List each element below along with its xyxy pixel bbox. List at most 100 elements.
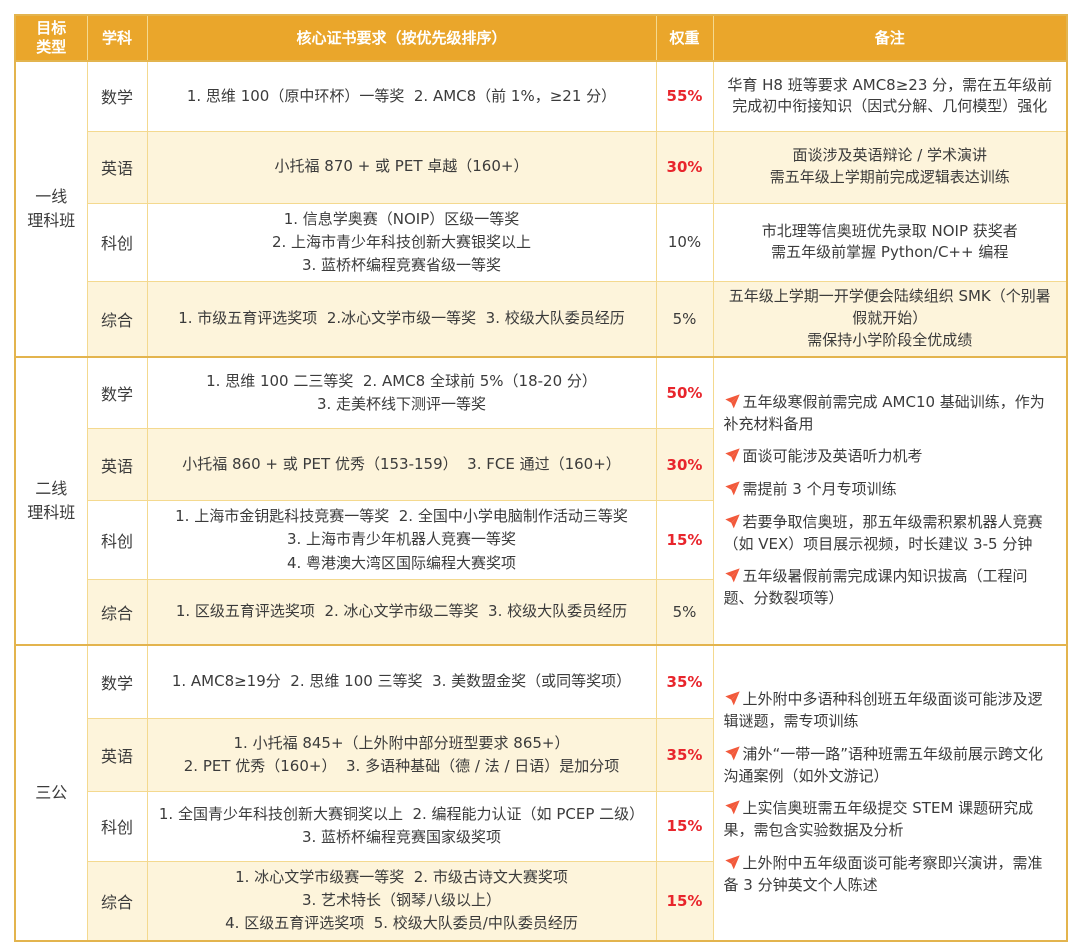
cert-line: 小托福 870 + 或 PET 卓越（160+） xyxy=(274,157,529,176)
cert-line: 3. 蓝桥杯编程竞赛国家级奖项 xyxy=(301,828,502,847)
subject-cell: 数学 xyxy=(86,356,148,429)
table-row: 一线 理科班 数学 1. 思维 100（原中环杯）一等奖 2. AMC8（前 1… xyxy=(14,60,1068,357)
certs-cell: 1. 全国青少年科技创新大赛铜奖以上 2. 编程能力认证（如 PCEP 二级） … xyxy=(146,790,657,862)
cert-line: 1. AMC8≥19分 2. 思维 100 三等奖 3. 美数盟金奖（或同等奖项… xyxy=(171,672,632,691)
certs-cell: 1. AMC8≥19分 2. 思维 100 三等奖 3. 美数盟金奖（或同等奖项… xyxy=(146,644,657,719)
subject-cell: 数学 xyxy=(86,644,148,719)
certs-cell: 1. 上海市金钥匙科技竞赛一等奖 2. 全国中小学电脑制作活动三等奖 3. 上海… xyxy=(146,500,657,580)
group-label-line: 二线 xyxy=(35,478,68,498)
certs-cell: 小托福 870 + 或 PET 卓越（160+） xyxy=(146,130,657,204)
table-row: 三公 数学 1. AMC8≥19分 2. 思维 100 三等奖 3. 美数盟金奖… xyxy=(14,644,1068,942)
subject-cell: 英语 xyxy=(86,717,148,792)
cert-line: 1. 思维 100 二三等奖 2. AMC8 全球前 5%（18-20 分） xyxy=(206,371,597,390)
certs-cell: 小托福 860 + 或 PET 优秀（153-159） 3. FCE 通过（16… xyxy=(146,428,657,501)
note-line: 需保持小学阶段全优成绩 xyxy=(807,330,973,349)
table-row: 科创 1. 上海市金钥匙科技竞赛一等奖 2. 全国中小学电脑制作活动三等奖 3.… xyxy=(15,500,1067,580)
weight-cell: 15% xyxy=(655,860,714,942)
certs-cell: 1. 思维 100（原中环杯）一等奖 2. AMC8（前 1%，≥21 分） xyxy=(146,60,657,132)
certs-cell: 1. 思维 100 二三等奖 2. AMC8 全球前 5%（18-20 分） 3… xyxy=(146,356,657,429)
cert-line: 1. 信息学奥赛（NOIP）区级一等奖 xyxy=(283,209,520,228)
subject-cell: 英语 xyxy=(86,130,148,204)
weight-cell: 5% xyxy=(655,281,714,357)
certs-cell: 1. 信息学奥赛（NOIP）区级一等奖 2. 上海市青少年科技创新大赛银奖以上 … xyxy=(146,202,657,283)
paper-plane-icon xyxy=(724,855,740,870)
subject-cell: 科创 xyxy=(86,500,148,580)
certs-cell: 1. 市级五育评选奖项 2.冰心文学市级一等奖 3. 校级大队委员经历 xyxy=(146,281,657,357)
weight-cell: 10% xyxy=(655,202,714,283)
certs-cell: 1. 区级五育评选奖项 2. 冰心文学市级二等奖 3. 校级大队委员经历 xyxy=(146,578,657,646)
subject-cell: 综合 xyxy=(86,281,148,357)
group-label-line: 理科班 xyxy=(27,210,76,230)
cert-line: 4. 粤港澳大湾区国际编程大赛奖项 xyxy=(286,553,517,572)
note-cell: 五年级上学期一开学便会陆续组织 SMK（个别暑假就开始） 需保持小学阶段全优成绩 xyxy=(712,281,1068,357)
note-cell: 市北理等信奥班优先录取 NOIP 获奖者 需五年级前掌握 Python/C++ … xyxy=(712,202,1068,283)
group-label-line: 理科班 xyxy=(27,502,76,522)
note-text: 需提前 3 个月专项训练 xyxy=(742,480,897,499)
paper-plane-icon xyxy=(724,514,740,529)
paper-plane-icon xyxy=(724,481,740,496)
note-text: 五年级寒假前需完成 AMC10 基础训练，作为补充材料备用 xyxy=(723,392,1045,433)
note-item: 浦外“一带一路”语种班需五年级前展示跨文化沟通案例（如外文游记） xyxy=(724,744,1057,788)
group-label-cell: 三公 xyxy=(14,644,88,942)
note-item: 面谈可能涉及英语听力机考 xyxy=(724,446,1057,468)
note-item: 需提前 3 个月专项训练 xyxy=(724,479,1057,501)
note-line: 需五年级上学期前完成逻辑表达训练 xyxy=(769,168,1010,186)
group-label-cell: 二线 理科班 xyxy=(14,356,88,646)
group-notes-cell: 上外附中多语种科创班五年级面谈可能涉及逻辑谜题，需专项训练 浦外“一带一路”语种… xyxy=(712,644,1068,942)
subject-cell: 综合 xyxy=(86,578,148,646)
cert-line: 2. 上海市青少年科技创新大赛银奖以上 xyxy=(271,232,532,251)
note-item: 若要争取信奥班，那五年级需积累机器人竞赛（如 VEX）项目展示视频，时长建议 3… xyxy=(724,512,1057,556)
cert-line: 3. 蓝桥杯编程竞赛省级一等奖 xyxy=(301,256,502,274)
group-first-tier: 一线 理科班 数学 1. 思维 100（原中环杯）一等奖 2. AMC8（前 1… xyxy=(14,60,1068,357)
note-line: 五年级上学期一开学便会陆续组织 SMK（个别暑假就开始） xyxy=(728,287,1051,327)
weight-cell: 15% xyxy=(655,790,714,862)
note-text: 上实信奥班需五年级提交 STEM 课题研究成果，需包含实验数据及分析 xyxy=(723,799,1034,840)
paper-plane-icon xyxy=(724,746,740,761)
note-text: 面谈可能涉及英语听力机考 xyxy=(742,447,923,466)
note-item: 五年级寒假前需完成 AMC10 基础训练，作为补充材料备用 xyxy=(724,392,1057,436)
subject-cell: 科创 xyxy=(86,790,148,862)
note-item: 上外附中多语种科创班五年级面谈可能涉及逻辑谜题，需专项训练 xyxy=(724,689,1057,733)
group-label-line: 一线 xyxy=(35,186,68,206)
cert-line: 小托福 860 + 或 PET 优秀（153-159） 3. FCE 通过（16… xyxy=(182,454,621,473)
note-item: 上实信奥班需五年级提交 STEM 课题研究成果，需包含实验数据及分析 xyxy=(724,798,1057,842)
weight-cell: 30% xyxy=(655,130,714,204)
weight-cell: 35% xyxy=(655,644,714,719)
table-row: 英语 小托福 870 + 或 PET 卓越（160+） 30% 面谈涉及英语辩论… xyxy=(15,130,1068,204)
note-text: 浦外“一带一路”语种班需五年级前展示跨文化沟通案例（如外文游记） xyxy=(723,744,1044,785)
table-row: 二线 理科班 数学 1. 思维 100 二三等奖 2. AMC8 全球前 5%（… xyxy=(14,356,1068,646)
cert-line: 1. 市级五育评选奖项 2.冰心文学市级一等奖 3. 校级大队委员经历 xyxy=(178,309,625,328)
subject-cell: 数学 xyxy=(86,60,148,132)
note-line: 需五年级前掌握 Python/C++ 编程 xyxy=(771,243,1009,262)
note-line: 面谈涉及英语辩论 / 学术演讲 xyxy=(792,146,988,165)
note-text: 上外附中五年级面谈可能考察即兴演讲，需准备 3 分钟英文个人陈述 xyxy=(723,853,1043,894)
table-row: 综合 1. 市级五育评选奖项 2.冰心文学市级一等奖 3. 校级大队委员经历 5… xyxy=(15,281,1068,357)
note-cell: 华育 H8 班等要求 AMC8≥23 分，需在五年级前完成初中衔接知识（因式分解… xyxy=(712,60,1068,132)
note-item: 五年级暑假前需完成课内知识拔高（工程问题、分数裂项等） xyxy=(724,566,1057,610)
weight-cell: 50% xyxy=(655,356,714,429)
header-notes: 备注 xyxy=(712,14,1068,62)
note-line: 市北理等信奥班优先录取 NOIP 获奖者 xyxy=(761,221,1018,240)
cert-line: 3. 走美杯线下测评一等奖 xyxy=(316,394,487,413)
header-row: 目标 类型 学科 核心证书要求（按优先级排序） 权重 备注 xyxy=(15,14,1068,62)
header-certs: 核心证书要求（按优先级排序） xyxy=(146,14,657,62)
weight-cell: 35% xyxy=(655,717,714,792)
header-weight: 权重 xyxy=(655,14,714,62)
note-text: 若要争取信奥班，那五年级需积累机器人竞赛（如 VEX）项目展示视频，时长建议 3… xyxy=(723,512,1043,553)
note-line: 华育 H8 班等要求 AMC8≥23 分，需在五年级前完成初中衔接知识（因式分解… xyxy=(727,75,1053,116)
cert-line: 3. 上海市青少年机器人竞赛一等奖 xyxy=(286,530,517,549)
weight-cell: 30% xyxy=(655,428,714,501)
cert-line: 1. 思维 100（原中环杯）一等奖 2. AMC8（前 1%，≥21 分） xyxy=(186,86,617,105)
table-row: 科创 1. 信息学奥赛（NOIP）区级一等奖 2. 上海市青少年科技创新大赛银奖… xyxy=(15,202,1068,283)
cert-line: 4. 区级五育评选奖项 5. 校级大队委员/中队委员经历 xyxy=(225,914,578,933)
cert-line: 1. 全国青少年科技创新大赛铜奖以上 2. 编程能力认证（如 PCEP 二级） xyxy=(158,805,645,823)
note-item: 上外附中五年级面谈可能考察即兴演讲，需准备 3 分钟英文个人陈述 xyxy=(724,853,1057,897)
subject-cell: 英语 xyxy=(86,428,148,501)
note-cell: 面谈涉及英语辩论 / 学术演讲 需五年级上学期前完成逻辑表达训练 xyxy=(712,130,1068,204)
table-row: 科创 1. 全国青少年科技创新大赛铜奖以上 2. 编程能力认证（如 PCEP 二… xyxy=(15,790,1067,862)
table-row: 综合 1. 冰心文学市级赛一等奖 2. 市级古诗文大赛奖项 3. 艺术特长（钢琴… xyxy=(15,860,1067,942)
cert-line: 1. 区级五育评选奖项 2. 冰心文学市级二等奖 3. 校级大队委员经历 xyxy=(175,602,628,621)
note-text: 上外附中多语种科创班五年级面谈可能涉及逻辑谜题，需专项训练 xyxy=(723,690,1043,731)
requirements-table-container: 目标 类型 学科 核心证书要求（按优先级排序） 权重 备注 一线 理科班 数学 … xyxy=(14,14,1068,942)
cert-line: 1. 上海市金钥匙科技竞赛一等奖 2. 全国中小学电脑制作活动三等奖 xyxy=(175,507,628,525)
